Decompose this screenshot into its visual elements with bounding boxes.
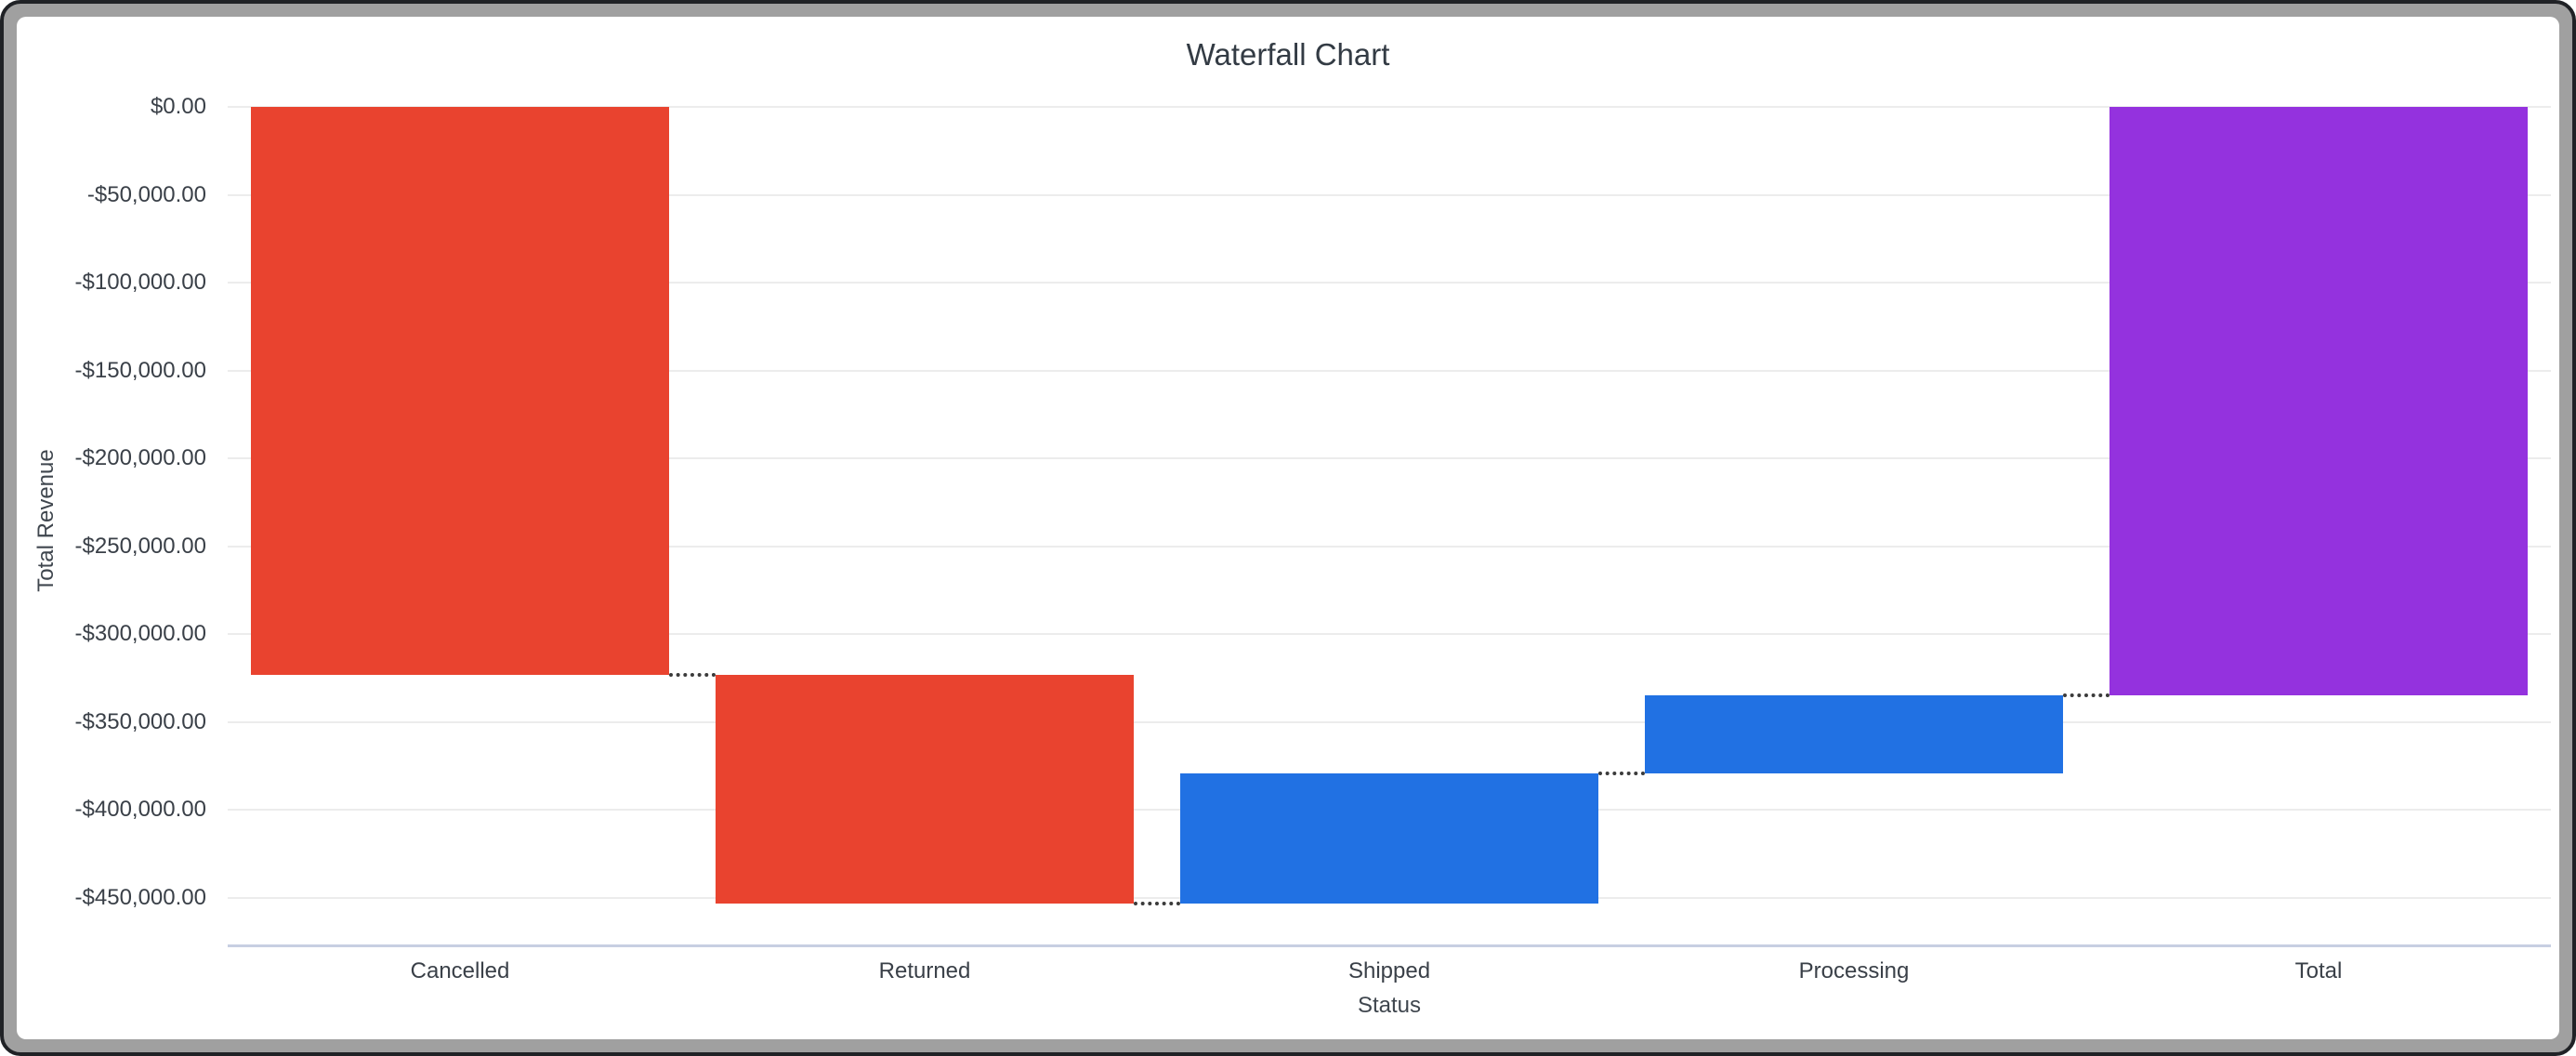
gridline--200000: [228, 457, 2551, 460]
chart-card: Waterfall Chart Total Revenue $0.00 -$50,…: [17, 17, 2559, 1039]
x-tick-label-returned: Returned: [878, 958, 971, 983]
y-tick-label: -$200,000.00: [74, 445, 206, 471]
y-tick-label: -$50,000.00: [86, 181, 206, 207]
x-tick-label-total: Total: [2294, 958, 2343, 983]
y-tick-label: -$450,000.00: [74, 884, 206, 910]
y-tick-label: $0.00: [150, 94, 206, 119]
connector-1: [1134, 901, 1180, 905]
chart-title: Waterfall Chart: [1186, 37, 1390, 72]
waterfall-bar-processing[interactable]: [1645, 694, 2063, 773]
gridline--250000: [228, 545, 2551, 548]
gridline--50000: [228, 193, 2551, 196]
y-tick-label: -$350,000.00: [74, 708, 206, 734]
connector-0: [669, 672, 716, 677]
gridline-0: [228, 106, 2551, 108]
connector-3: [2063, 693, 2109, 697]
waterfall-bar-shipped[interactable]: [1180, 772, 1598, 904]
gridline--100000: [228, 282, 2551, 284]
y-tick-label: -$150,000.00: [74, 357, 206, 383]
x-tick-label-shipped: Shipped: [1347, 958, 1431, 983]
x-axis-line: [228, 944, 2551, 947]
gridline--300000: [228, 633, 2551, 636]
x-tick-label-cancelled: Cancelled: [410, 958, 510, 983]
plot-area: [228, 106, 2551, 944]
y-tick-label: -$250,000.00: [74, 533, 206, 559]
x-tick-label-processing: Processing: [1798, 958, 1910, 983]
waterfall-bar-cancelled[interactable]: [251, 107, 669, 675]
gridline--150000: [228, 369, 2551, 372]
y-tick-label: -$400,000.00: [74, 797, 206, 823]
connector-2: [1598, 771, 1645, 775]
waterfall-bar-returned[interactable]: [716, 674, 1134, 904]
y-axis-tick-labels: $0.00 -$50,000.00 -$100,000.00 -$150,000.00…: [17, 94, 206, 944]
y-tick-label: -$300,000.00: [74, 621, 206, 647]
y-tick-label: -$100,000.00: [74, 270, 206, 296]
waterfall-bar-total[interactable]: [2109, 107, 2528, 695]
x-axis-title: Status: [1357, 993, 1422, 1018]
gridline--350000: [228, 720, 2551, 723]
